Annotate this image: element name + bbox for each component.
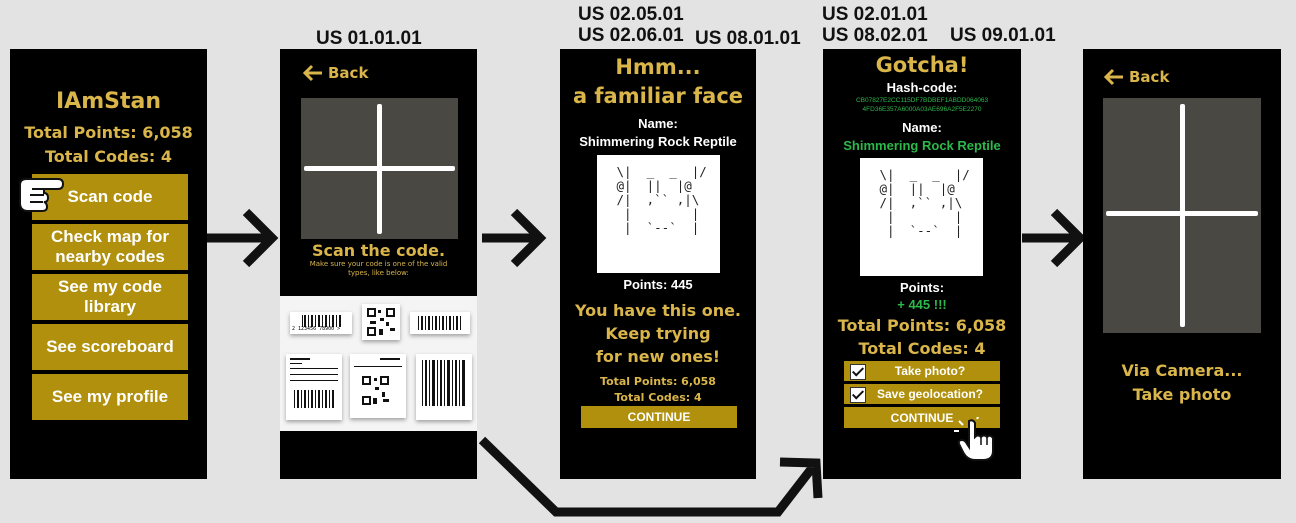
check-map-button[interactable]: Check map for nearby codes [32,224,188,270]
username-title: IAmStan [55,89,161,114]
arrow-1 [207,208,279,268]
creature-name: Shimmering Rock Reptile [843,138,1001,153]
tapping-hand-icon [954,417,994,461]
story-tag-screen4-c: US 09.01.01 [950,25,1056,46]
story-tag-screen2: US 01.01.01 [316,28,422,49]
home-screen: IAmStan Total Points: 6,058 Total Codes:… [10,49,207,479]
back-label: Back [1129,68,1170,86]
camera-line-1: Via Camera... [1121,361,1243,380]
hash-code-line-1: CB07827E2CC115DF7BDBEF1ABDD064063 [855,97,989,104]
back-button[interactable]: Back [1103,65,1169,89]
ascii-text: \| _ _ |/ @| || |@ /| ,`` ,|\ | | | `--`… [879,167,970,238]
total-codes: Total Codes: 4 [45,147,172,166]
tall-barcode-card [416,354,472,420]
camera-viewfinder [1103,98,1261,333]
ascii-text: \| _ _ |/ @| || |@ /| ,`` ,|\ | | | `--`… [616,164,707,235]
barcode-card: 2 123456 78900 > [290,312,352,334]
take-photo-label: Take photo? [894,364,966,378]
scan-screen: Back Scan the code. Make sure your code … [280,49,477,479]
message-line-2: Keep trying [605,324,711,343]
profile-button[interactable]: See my profile [32,374,188,420]
save-geolocation-option[interactable]: Save geolocation? [844,384,1000,404]
continue-button[interactable]: CONTINUE [581,406,737,428]
valid-code-types: 2 123456 78900 > [280,296,477,431]
take-photo-checkbox[interactable] [850,364,866,380]
creature-name: Shimmering Rock Reptile [579,134,737,149]
arrow-2 [482,208,547,268]
story-tag-screen3-a: US 02.05.01 [578,4,684,25]
creature-ascii-art: \| _ _ |/ @| || |@ /| ,`` ,|\ | | | `--`… [597,155,720,273]
back-label: Back [328,64,369,82]
scan-code-button[interactable]: Scan code [32,174,188,220]
scan-hint: Make sure your code is one of the valid … [309,260,448,277]
hash-label: Hash-code: [886,80,958,95]
message-line-3: for new ones! [595,347,721,366]
pointing-hand-icon [19,178,64,212]
barcode-card-plain [410,312,470,334]
points-gain: + 445 !!! [897,297,947,312]
points-value: Points: 445 [623,277,693,292]
story-tag-screen4-a: US 02.01.01 [822,4,928,25]
back-button[interactable]: Back [302,61,368,85]
label-card [286,354,342,420]
arrow-bottom [478,436,823,517]
story-tag-screen3-b: US 02.06.01 [578,25,684,46]
arrow-3 [1022,208,1087,268]
scoreboard-button[interactable]: See scoreboard [32,324,188,370]
qr-card [362,304,400,340]
camera-screen: Back Via Camera... Take photo [1083,49,1281,479]
total-points: Total Points: 6,058 [837,316,1007,335]
name-label: Name: [902,120,942,135]
total-points: Total Points: 6,058 [24,123,193,142]
familiar-face-screen: Hmm... a familiar face Name: Shimmering … [560,49,756,479]
points-label: Points: [899,280,945,295]
camera-line-2: Take photo [1132,385,1232,404]
scan-title: Scan the code. [311,241,446,260]
total-points: Total Points: 6,058 [600,375,716,388]
name-label: Name: [638,116,678,131]
save-geolocation-label: Save geolocation? [876,387,984,401]
story-tag-screen3-c: US 08.01.01 [695,28,801,49]
back-arrow-icon [1103,68,1123,86]
story-tag-screen4-b: US 08.02.01 [822,25,928,46]
total-codes: Total Codes: 4 [858,339,986,358]
label-qr-card [350,354,406,418]
hash-code-line-2: 4FD36E357A6000A03AE696A2F5E2270 [862,106,982,113]
creature-ascii-art: \| _ _ |/ @| || |@ /| ,`` ,|\ | | | `--`… [860,158,983,276]
gotcha-screen: Gotcha! Hash-code: CB07827E2CC115DF7BDBE… [823,49,1021,479]
camera-viewfinder [301,98,458,239]
save-geolocation-checkbox[interactable] [850,387,866,403]
message-line-1: You have this one. [574,301,742,320]
back-arrow-icon [302,64,322,82]
gotcha-title: Gotcha! [875,53,969,77]
total-codes: Total Codes: 4 [614,391,702,404]
barcode-number: 2 123456 78900 > [292,326,341,332]
code-library-button[interactable]: See my code library [32,274,188,320]
familiar-title-1: Hmm... [615,55,701,79]
familiar-title-2: a familiar face [572,84,744,108]
take-photo-option[interactable]: Take photo? [844,361,1000,381]
